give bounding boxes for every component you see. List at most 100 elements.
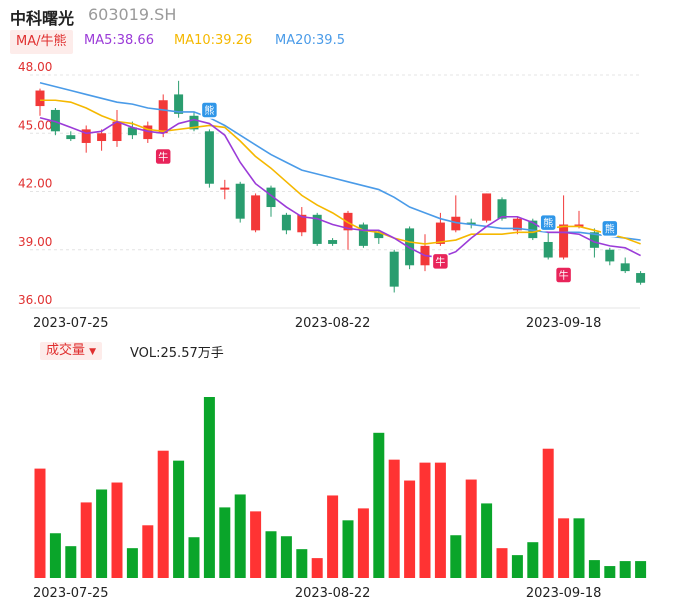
volume-bar (434, 462, 446, 578)
volume-bar (450, 535, 462, 578)
volume-bar (188, 537, 200, 578)
volume-bar (357, 508, 369, 578)
ma5-value: MA5:38.66 (84, 33, 154, 48)
stock-code: 603019.SH (88, 5, 177, 24)
volume-bar (65, 546, 77, 578)
candle-body (97, 133, 107, 142)
ma10-value: MA10:39.26 (174, 33, 253, 48)
volume-bar (511, 555, 523, 578)
y-tick-label: 36.00 (18, 293, 52, 307)
stock-name: 中科曙光 (10, 9, 75, 28)
candle-body (35, 90, 45, 107)
candle-body (143, 125, 153, 140)
candle-body (297, 214, 307, 233)
dropdown-arrow-icon: ▼ (89, 347, 97, 357)
volume-bar (311, 558, 323, 578)
x-tick-label: 2023-08-22 (295, 586, 371, 601)
volume-bar (265, 531, 277, 578)
volume-bar (126, 548, 138, 578)
volume-bar (234, 494, 246, 578)
candle-body (543, 241, 553, 258)
volume-bar (619, 561, 631, 578)
volume-bar (80, 502, 92, 578)
candle-body (281, 214, 291, 231)
candle-body (405, 228, 415, 266)
volume-value: VOL:25.57万手 (130, 346, 224, 361)
candle-body (466, 222, 476, 225)
volume-bar (142, 525, 154, 578)
volume-bar (588, 560, 600, 578)
candle-body (574, 224, 584, 227)
candle-body (497, 199, 507, 219)
candle-body (266, 187, 276, 208)
volume-bar (49, 533, 61, 578)
bull-signal-marker: 牛 (154, 147, 172, 166)
volume-bar (388, 459, 400, 578)
x-tick-label: 2023-07-25 (33, 316, 109, 331)
volume-bar (635, 561, 647, 578)
candle-body (189, 115, 199, 130)
volume-bar (496, 548, 508, 578)
marker-label: 熊 (543, 217, 553, 230)
candle-body (435, 222, 445, 244)
candle-body (374, 232, 384, 239)
x-tick-label: 2023-07-25 (33, 586, 109, 601)
volume-bar (96, 489, 108, 578)
volume-bar (157, 450, 169, 578)
ma20-value: MA20:39.5 (275, 33, 345, 48)
candle-body (251, 195, 261, 231)
marker-badge (539, 213, 557, 232)
x-tick-label: 2023-09-18 (526, 316, 602, 331)
marker-badge (200, 101, 219, 119)
volume-bar (250, 511, 262, 578)
candle-body (127, 127, 137, 136)
x-tick-label: 2023-09-18 (526, 586, 602, 601)
candle-body (204, 131, 214, 184)
marker-label: 熊 (605, 222, 615, 235)
candle-body (620, 263, 630, 272)
candle-body (50, 109, 60, 132)
marker-badge (431, 252, 450, 271)
candle-body (220, 187, 230, 190)
volume-bar (604, 566, 616, 578)
marker-label: 牛 (158, 151, 168, 164)
volume-bar (542, 448, 554, 578)
ma-indicator-selector[interactable]: MA/牛熊 (10, 30, 73, 54)
candle-body (112, 121, 122, 142)
candle-body (605, 249, 615, 262)
marker-badge (154, 147, 172, 166)
candle-body (636, 273, 646, 283)
candle-body (343, 212, 353, 231)
candle-body (528, 220, 538, 239)
candle-body (66, 135, 76, 140)
volume-bar (404, 480, 416, 578)
bull-signal-marker: 牛 (554, 266, 573, 284)
candle-body (81, 129, 91, 143)
candle-body (358, 224, 368, 246)
bull-signal-marker: 牛 (431, 252, 450, 271)
volume-bar (34, 468, 46, 578)
volume-bar (296, 549, 308, 578)
candle-body (589, 232, 599, 248)
volume-tag-label: 成交量 (46, 343, 86, 358)
volume-indicator-selector[interactable]: 成交量 ▼ (40, 342, 103, 360)
volume-bar (280, 536, 292, 578)
volume-bar (419, 462, 431, 578)
volume-bar (342, 520, 354, 578)
candle-body (389, 251, 399, 287)
bear-signal-marker: 熊 (539, 213, 557, 232)
volume-bar (173, 460, 185, 578)
candle-body (328, 240, 338, 244)
x-tick-label: 2023-08-22 (295, 316, 371, 331)
y-tick-label: 42.00 (18, 177, 52, 191)
candle-body (158, 100, 168, 134)
marker-label: 熊 (204, 104, 214, 117)
candle-body (559, 224, 569, 258)
candle-body (312, 214, 322, 244)
candle-body (235, 183, 245, 219)
marker-label: 牛 (435, 255, 445, 268)
y-tick-label: 39.00 (18, 235, 52, 249)
ma20-line (39, 81, 641, 241)
volume-bar (327, 495, 339, 578)
